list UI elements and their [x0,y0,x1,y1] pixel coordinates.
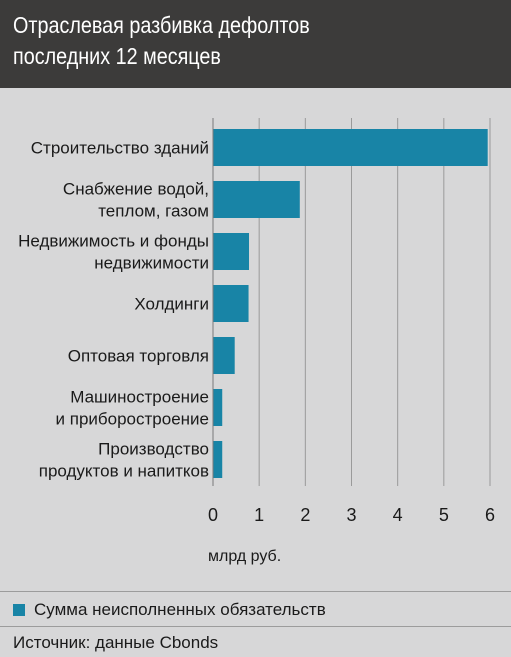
category-label: Холдинги [134,295,209,314]
category-label: Машиностроение и приборостроение [56,388,209,429]
category-label: Строительство зданий [31,139,209,158]
legend-divider [0,591,511,592]
source-divider [0,626,511,627]
bar-chart: Строительство зданий Снабжение водой, тепл… [18,118,495,565]
bar [213,233,250,270]
category-label: Оптовая торговля [68,347,209,366]
bar [213,337,235,374]
x-tick-label: 3 [346,505,356,525]
legend-label: Сумма неисполненных обязательств [34,600,326,619]
x-tick-label: 5 [439,505,449,525]
bar [213,441,223,478]
category-label: Недвижимость и фонды недвижимости [18,232,209,273]
category-label: Производство продуктов и напитков [39,440,209,481]
bar [213,181,300,218]
x-tick-label: 1 [254,505,264,525]
bar [213,129,488,166]
x-tick-label: 2 [300,505,310,525]
x-tick-label: 4 [393,505,403,525]
category-label: Снабжение водой, теплом, газом [63,180,209,221]
source-text: Источник: данные Cbonds [13,633,219,652]
chart-header: Отраслевая разбивка дефолтов последних 1… [0,0,511,88]
chart-title: Отраслевая разбивка дефолтов последних 1… [13,12,310,69]
legend-swatch [13,604,25,616]
source-note: Источник: данные Cbonds [13,632,218,654]
bar [213,389,223,426]
x-axis-label: млрд руб. [208,548,281,565]
bar [213,285,249,322]
legend: Сумма неисполненных обязательств [13,598,326,622]
x-tick-label: 6 [485,505,495,525]
x-tick-label: 0 [208,505,218,525]
